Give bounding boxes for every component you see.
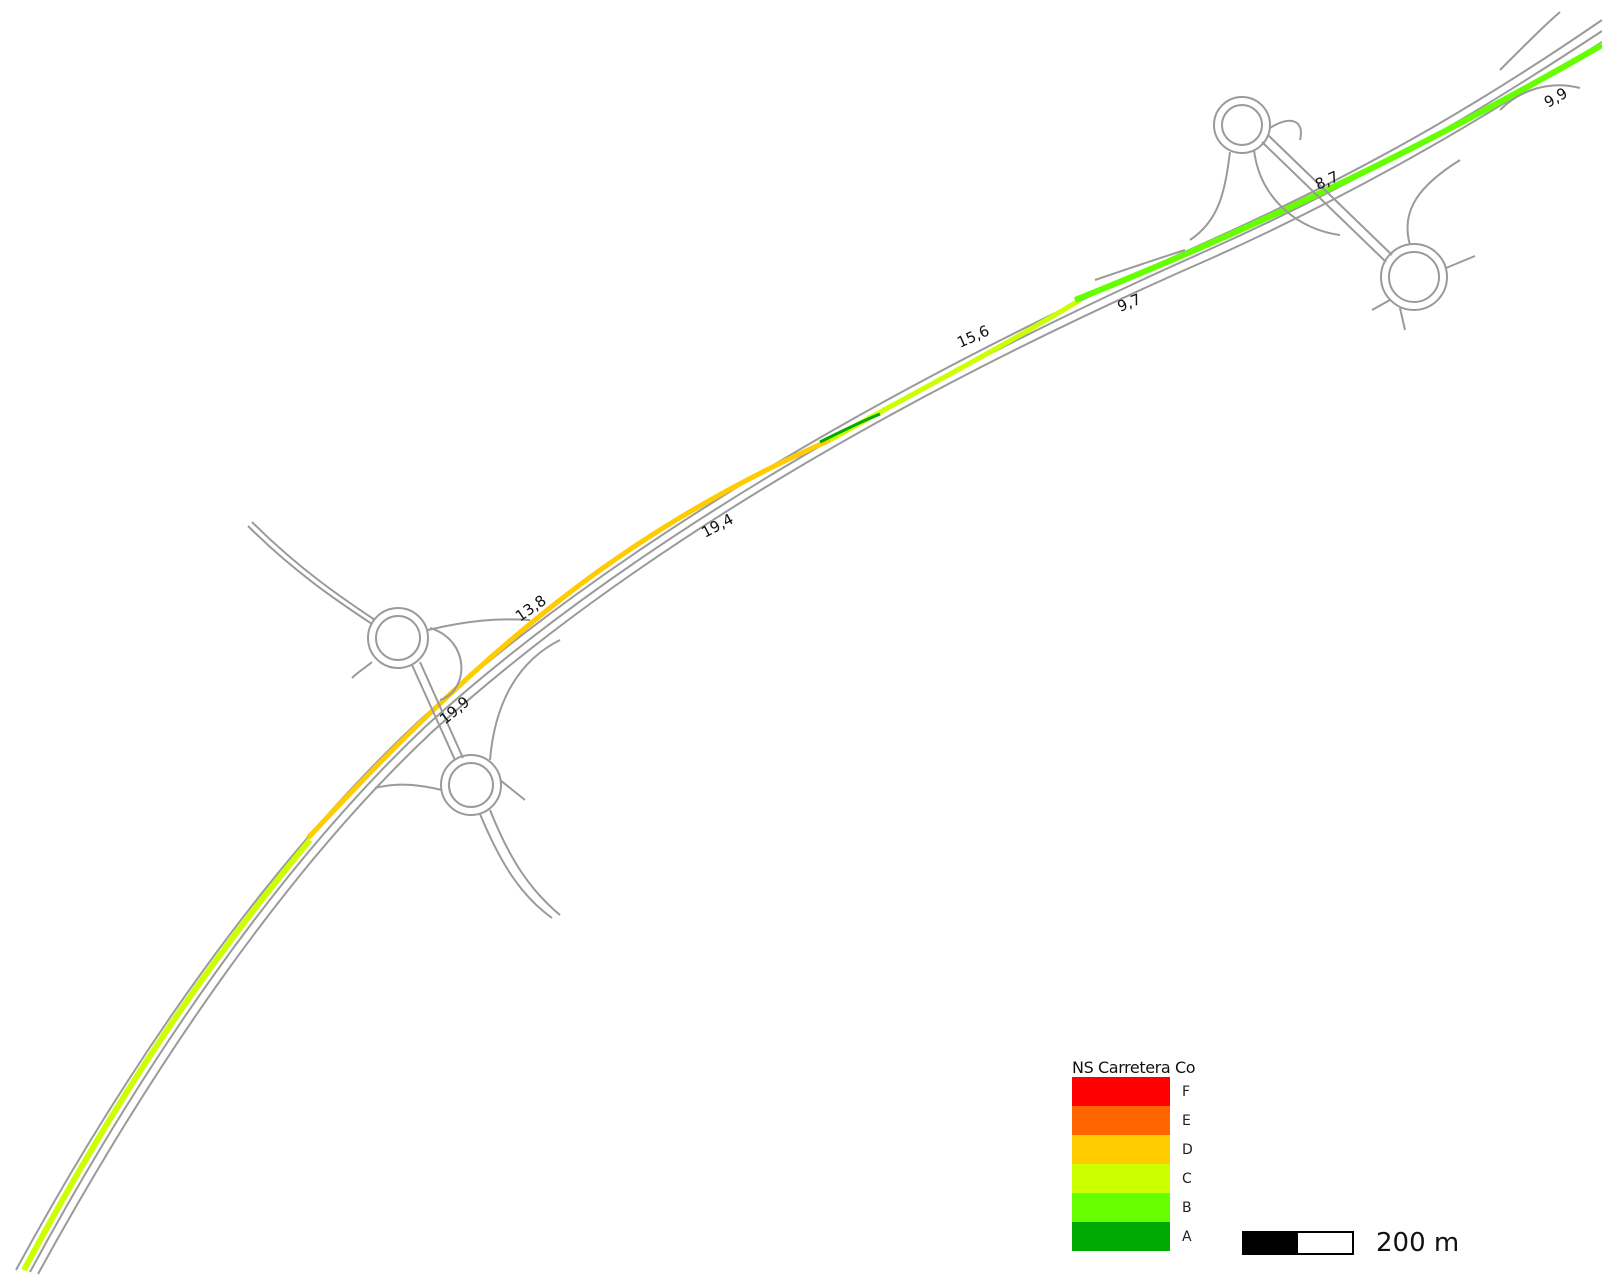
legend-swatch [1072, 1193, 1170, 1222]
lane-level-d [306, 437, 832, 840]
legend-swatch [1072, 1135, 1170, 1164]
segment-label-9-9: 9,9 [1541, 84, 1571, 112]
scale-bar-black-segment [1244, 1233, 1298, 1253]
legend-title: NS Carretera Co [1072, 1058, 1196, 1077]
legend-item-a: A [1072, 1222, 1232, 1251]
roundabout-east-lower [1388, 251, 1440, 303]
legend-label: E [1182, 1112, 1191, 1129]
lane-level-a-strip [819, 412, 881, 444]
roundabout-east-upper [1221, 104, 1263, 146]
legend-label: C [1182, 1170, 1192, 1187]
level-of-service-lanes [21, 42, 1602, 1272]
legend-swatch [1072, 1106, 1170, 1135]
interchange-southwest [247, 521, 561, 919]
lane-level-b-north [1073, 42, 1602, 303]
scale-bar-white-segment [1298, 1233, 1352, 1253]
legend-swatch [1072, 1077, 1170, 1106]
segment-label-19-4: 19,4 [698, 510, 736, 542]
legend-label: F [1182, 1083, 1191, 1100]
main-road-edges [15, 19, 1602, 1275]
legend-label: D [1182, 1141, 1193, 1158]
roundabout-west-upper [375, 615, 421, 661]
scale-bar: 200 m [1242, 1228, 1459, 1258]
legend-swatch [1072, 1164, 1170, 1193]
legend-item-d: D [1072, 1135, 1232, 1164]
lane-level-c-south [21, 838, 313, 1272]
legend-item-f: F [1072, 1077, 1232, 1106]
scale-bar-graphic [1242, 1231, 1354, 1255]
segment-label-9-7: 9,7 [1115, 290, 1144, 316]
legend-label: A [1182, 1228, 1192, 1245]
interchange-northeast [1094, 11, 1581, 331]
roundabout-west-lower [448, 762, 494, 808]
legend-label: B [1182, 1199, 1192, 1216]
legend-item-e: E [1072, 1106, 1232, 1135]
legend-item-b: B [1072, 1193, 1232, 1222]
segment-labels: 19,9 13,8 19,4 15,6 9,7 8,7 9,9 [436, 84, 1571, 728]
scale-bar-label: 200 m [1376, 1228, 1460, 1258]
legend-swatch [1072, 1222, 1170, 1251]
legend-item-c: C [1072, 1164, 1232, 1193]
